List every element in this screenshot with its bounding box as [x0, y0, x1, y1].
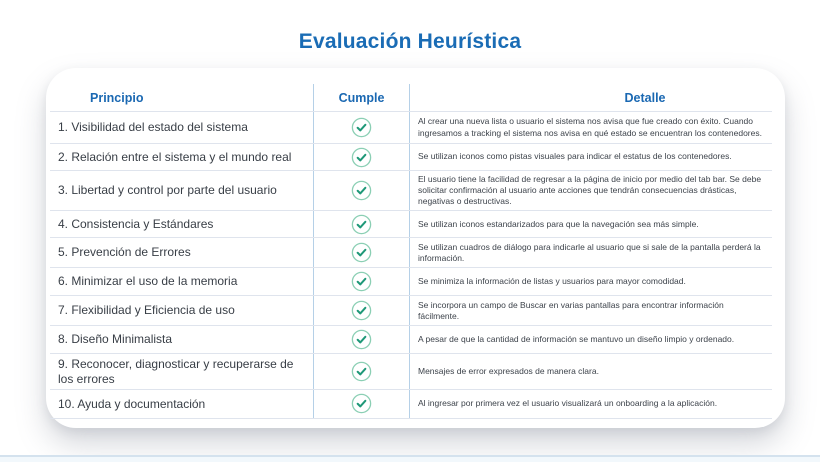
- detail-cell: Mensajes de error expresados de manera c…: [418, 366, 599, 376]
- cumple-cell: [313, 326, 410, 354]
- table-row: 8. Diseño Minimalista A pesar de que la …: [50, 325, 772, 354]
- table-row: 7. Flexibilidad y Eficiencia de uso Se i…: [50, 295, 772, 326]
- heuristics-table: Principio Cumple Detalle 1. Visibilidad …: [50, 84, 772, 419]
- cumple-cell: [313, 171, 410, 211]
- check-circle-icon: [351, 300, 372, 321]
- check-circle-icon: [351, 147, 372, 168]
- detail-cell: A pesar de que la cantidad de informació…: [418, 334, 735, 345]
- cumple-cell: [313, 354, 410, 389]
- principle-cell: 8. Diseño Minimalista: [58, 332, 173, 347]
- check-circle-icon: [351, 361, 372, 382]
- column-header-detalle: Detalle: [624, 90, 666, 105]
- principle-cell: 2. Relación entre el sistema y el mundo …: [58, 149, 292, 164]
- table-row: 9. Reconocer, diagnosticar y recuperarse…: [50, 353, 772, 389]
- cumple-cell: [313, 112, 410, 143]
- principle-cell: 9. Reconocer, diagnosticar y recuperarse…: [58, 357, 294, 386]
- column-header-principio: Principio: [90, 90, 144, 105]
- table-row: 3. Libertad y control por parte del usua…: [50, 170, 772, 211]
- table-header-row: Principio Cumple Detalle: [50, 84, 772, 111]
- table-row: 2. Relación entre el sistema y el mundo …: [50, 143, 772, 170]
- table-row: 1. Visibilidad del estado del sistema Al…: [50, 111, 772, 143]
- detail-cell: Al ingresar por primera vez el usuario v…: [418, 398, 718, 409]
- detail-cell: El usuario tiene la facilidad de regresa…: [418, 174, 762, 207]
- cumple-cell: [313, 211, 410, 238]
- principle-cell: 4. Consistencia y Estándares: [58, 216, 214, 231]
- check-circle-icon: [351, 271, 372, 292]
- column-header-cumple: Cumple: [313, 84, 410, 111]
- check-circle-icon: [351, 214, 372, 235]
- principle-cell: 7. Flexibilidad y Eficiencia de uso: [58, 303, 235, 318]
- cumple-cell: [313, 389, 410, 418]
- detail-cell: Se minimiza la información de listas y u…: [418, 276, 686, 287]
- detail-cell: Se utilizan iconos como pistas visuales …: [418, 151, 732, 162]
- cumple-cell: [313, 238, 410, 268]
- check-circle-icon: [351, 329, 372, 350]
- cumple-cell: [313, 296, 410, 326]
- principle-cell: 10. Ayuda y documentación: [58, 396, 206, 411]
- table-row: 4. Consistencia y Estándares Se utilizan…: [50, 210, 772, 238]
- table-row: 6. Minimizar el uso de la memoria Se min…: [50, 267, 772, 296]
- footer-strip: [0, 455, 820, 462]
- cumple-cell: [313, 268, 410, 296]
- principle-cell: 1. Visibilidad del estado del sistema: [58, 120, 248, 135]
- check-circle-icon: [351, 180, 372, 201]
- detail-cell: Se utilizan iconos estandarizados para q…: [418, 218, 699, 229]
- check-circle-icon: [351, 117, 372, 138]
- detail-cell: Al crear una nueva lista o usuario el si…: [418, 116, 762, 138]
- cumple-cell: [313, 144, 410, 170]
- principle-cell: 5. Prevención de Errores: [58, 245, 191, 260]
- principle-cell: 6. Minimizar el uso de la memoria: [58, 274, 238, 289]
- check-circle-icon: [351, 393, 372, 414]
- table-row: 5. Prevención de Errores Se utilizan cua…: [50, 237, 772, 268]
- principle-cell: 3. Libertad y control por parte del usua…: [58, 183, 277, 198]
- table-card: Principio Cumple Detalle 1. Visibilidad …: [46, 68, 785, 428]
- check-circle-icon: [351, 242, 372, 263]
- page-title: Evaluación Heurística: [298, 30, 522, 53]
- detail-cell: Se utilizan cuadros de diálogo para indi…: [418, 241, 761, 263]
- table-row: 10. Ayuda y documentación Al ingresar po…: [50, 388, 772, 419]
- detail-cell: Se incorpora un campo de Buscar en varia…: [418, 299, 724, 321]
